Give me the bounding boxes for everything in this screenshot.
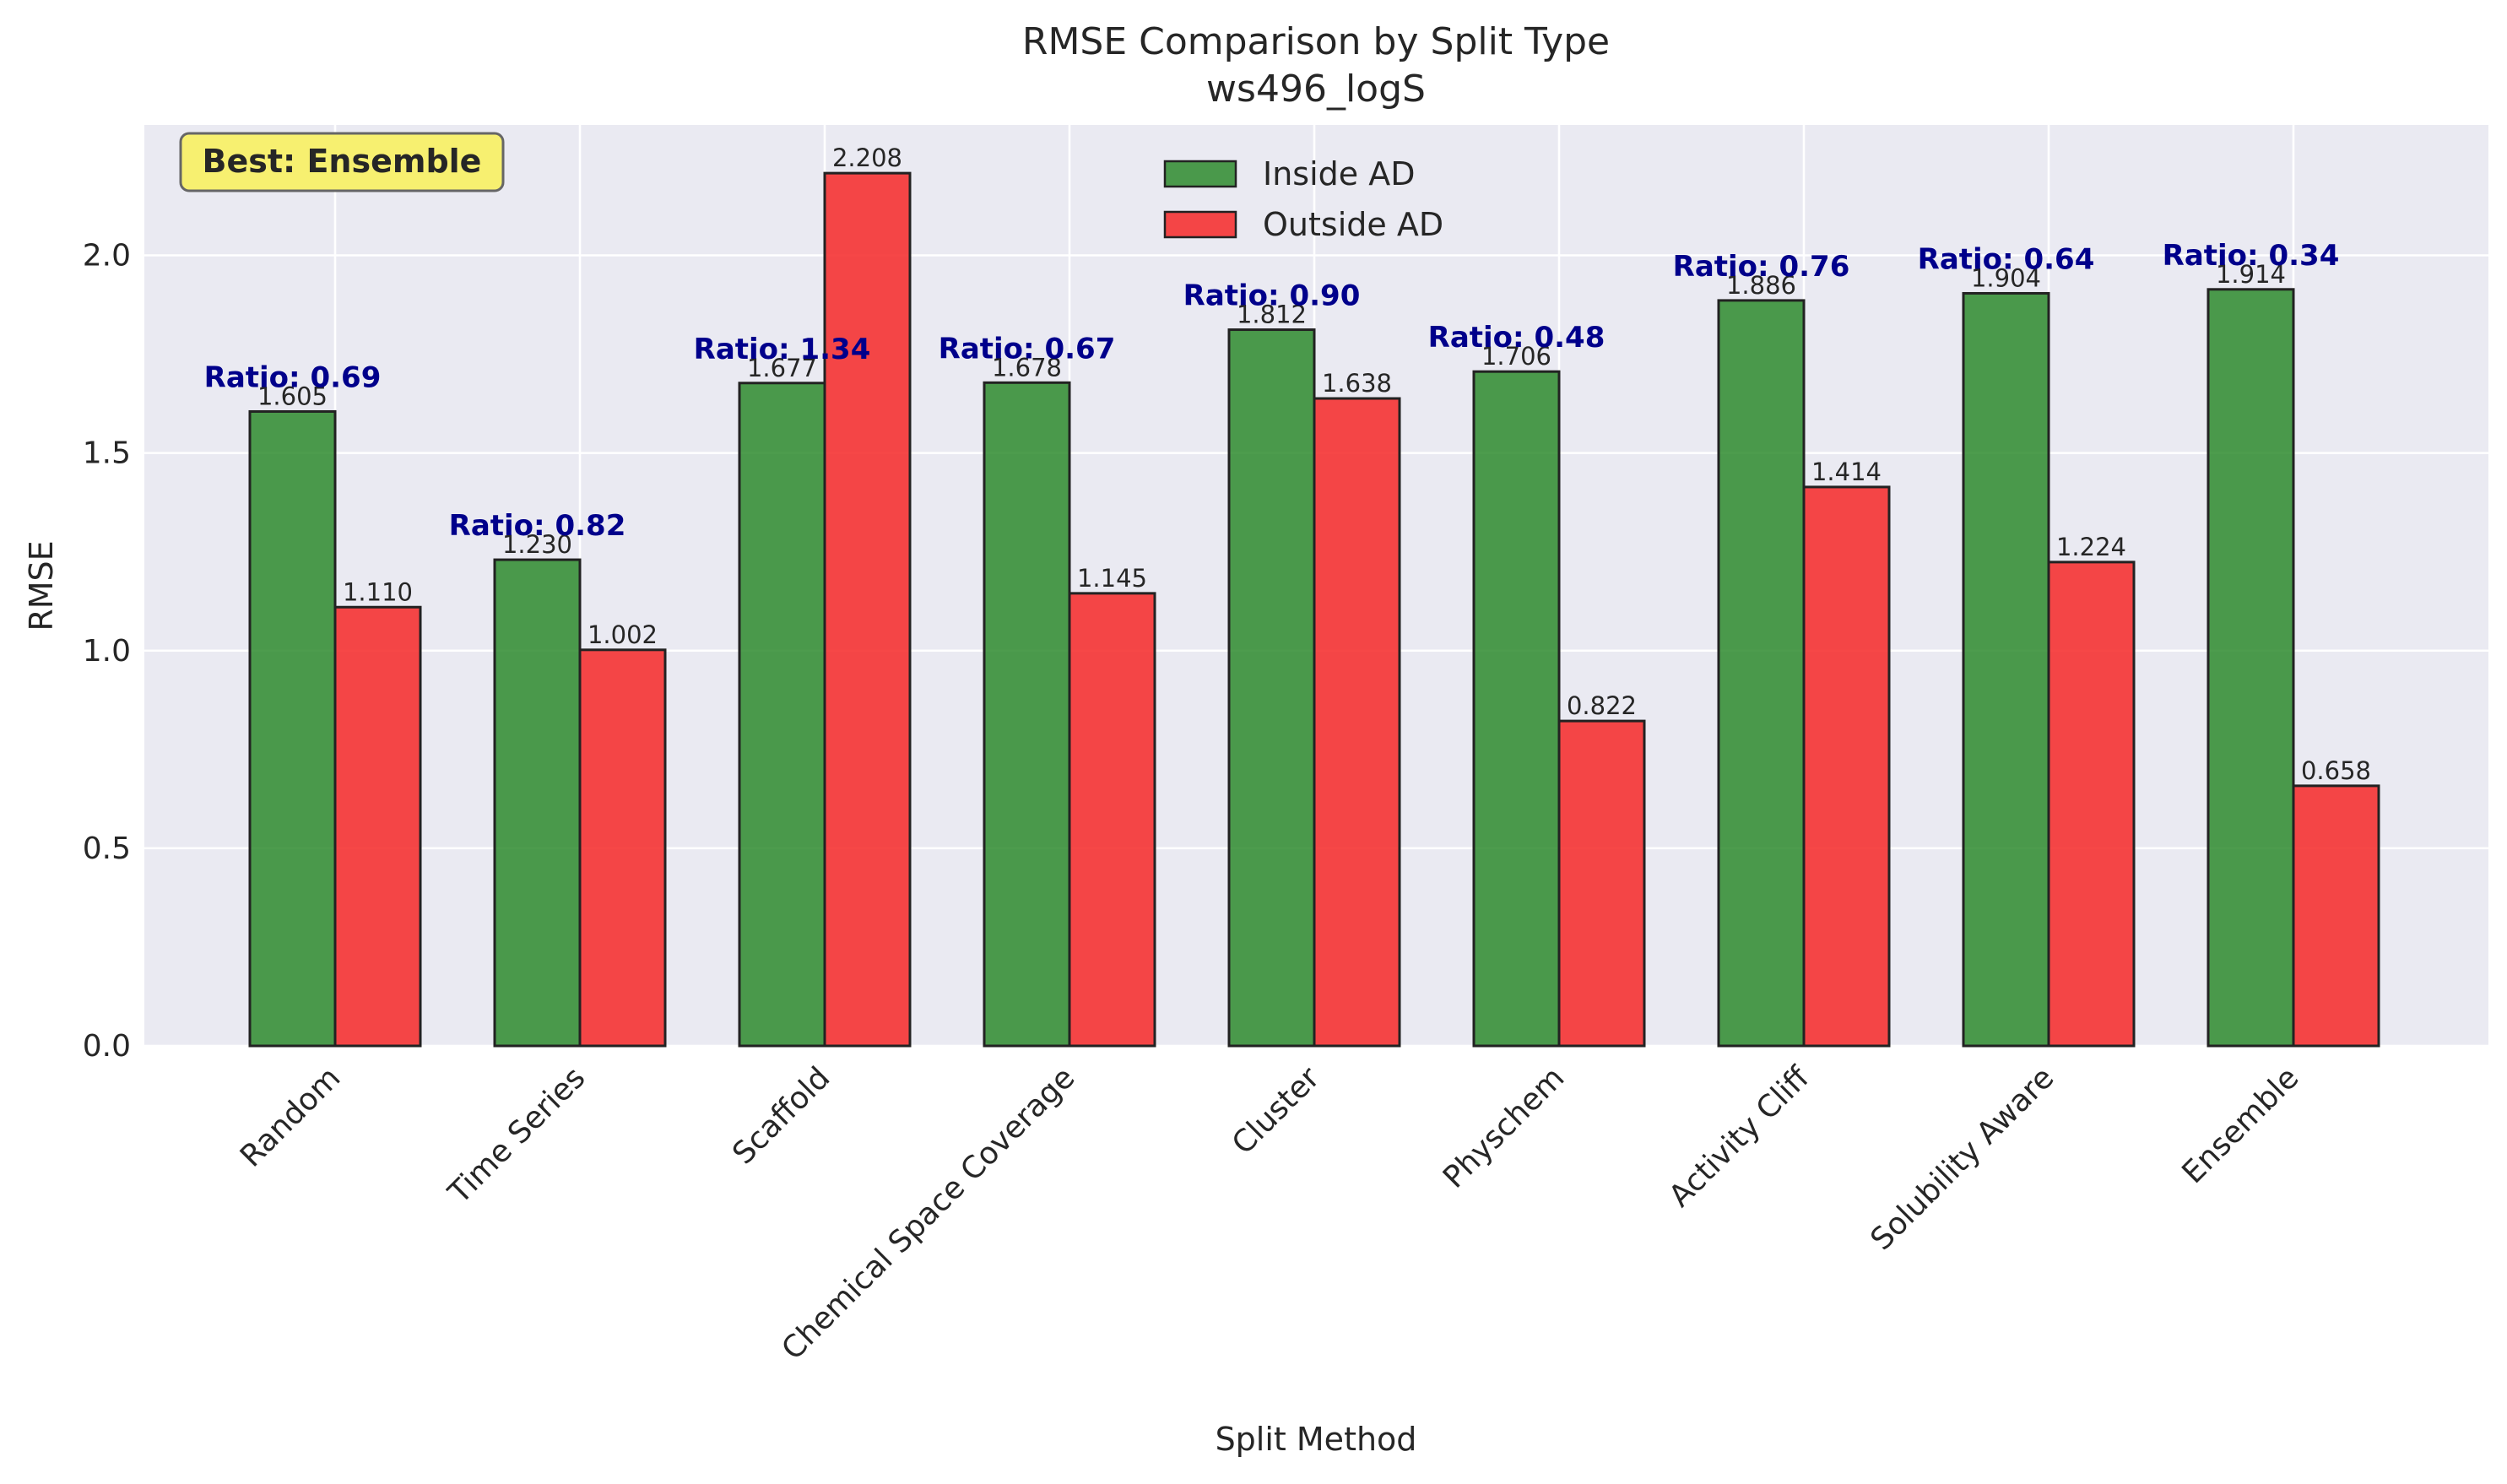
legend-label-outside-ad: Outside AD — [1263, 206, 1443, 243]
value-label: 1.706 — [1481, 342, 1551, 371]
ratio-label: Ratio: 0.76 — [1673, 250, 1850, 284]
ratio-label: Ratio: 0.34 — [2163, 239, 2340, 273]
bar-inside-ad — [1962, 291, 2050, 1048]
legend-swatch-outside-ad — [1163, 210, 1237, 239]
best-annotation-text: Best: Ensemble — [203, 143, 482, 180]
bars — [248, 171, 2380, 1048]
value-label: 1.914 — [2216, 260, 2286, 289]
legend-label-inside-ad: Inside AD — [1263, 155, 1415, 192]
y-axis-ticks: 0.0 0.5 1.0 1.5 2.0 — [83, 239, 131, 1064]
y-tick-label: 1.5 — [83, 436, 131, 471]
bar-inside-ad — [493, 558, 582, 1048]
y-tick-label: 0.5 — [83, 831, 131, 866]
value-labels: 1.605 1.230 1.677 1.678 1.812 1.706 1.886 1.904… — [204, 144, 2371, 785]
bar-outside-ad — [1802, 485, 1891, 1048]
bar-inside-ad — [1717, 299, 1806, 1048]
value-label: 1.677 — [747, 354, 817, 382]
best-annotation: Best: Ensemble — [179, 132, 505, 192]
x-tick-label: Ensemble — [2176, 1060, 2306, 1190]
bar-outside-ad — [578, 648, 667, 1048]
bar-inside-ad — [983, 381, 1071, 1048]
ratio-label: Ratio: 0.67 — [939, 332, 1116, 366]
y-axis-label: RMSE — [23, 540, 60, 631]
y-tick-label: 0.0 — [83, 1029, 131, 1064]
x-tick-label: Random — [234, 1060, 347, 1173]
ratio-label: Ratio: 0.90 — [1183, 279, 1361, 313]
x-axis-label: Split Method — [1216, 1421, 1417, 1458]
ratio-label: Ratio: 0.64 — [1918, 242, 2095, 276]
ratio-label: Ratio: 0.82 — [449, 509, 626, 543]
x-tick-label: Cluster — [1226, 1060, 1326, 1161]
bar-inside-ad — [1227, 328, 1316, 1048]
bar-outside-ad — [823, 171, 912, 1048]
chart-title: RMSE Comparison by Split Type — [1022, 20, 1610, 63]
value-label: 1.224 — [2056, 533, 2126, 561]
value-label: 1.605 — [257, 382, 328, 410]
x-tick-label: Scaffold — [726, 1060, 837, 1171]
bar-outside-ad — [1557, 719, 1646, 1048]
x-tick-label: Physchem — [1437, 1060, 1571, 1194]
ratio-label: Ratio: 0.48 — [1428, 321, 1605, 355]
ratio-label: Ratio: 0.69 — [204, 360, 382, 394]
x-tick-label: Chemical Space Coverage — [776, 1060, 1082, 1367]
x-tick-label: Time Series — [441, 1060, 592, 1210]
bar-inside-ad — [738, 382, 826, 1048]
value-label: 1.110 — [343, 577, 413, 606]
value-label: 1.904 — [1971, 263, 2041, 292]
value-label: 1.812 — [1237, 301, 1307, 329]
x-tick-label: Solubility Aware — [1865, 1060, 2061, 1257]
best-annotation-box — [179, 132, 505, 192]
value-label: 0.822 — [1567, 691, 1637, 720]
chart-subtitle: ws496_logS — [1206, 68, 1426, 111]
bar-outside-ad — [1313, 397, 1401, 1048]
bar-inside-ad — [2206, 288, 2295, 1048]
y-tick-label: 1.0 — [83, 634, 131, 669]
bar-outside-ad — [2292, 784, 2380, 1048]
legend: Inside AD Outside AD — [1163, 155, 1443, 243]
bar-inside-ad — [248, 409, 337, 1048]
value-label: 0.658 — [2301, 756, 2371, 785]
value-label: 1.414 — [1811, 458, 1882, 486]
bar-outside-ad — [333, 605, 422, 1048]
value-label: 1.886 — [1726, 271, 1796, 300]
value-label: 1.678 — [992, 353, 1062, 382]
value-label: 1.638 — [1322, 369, 1392, 398]
value-label: 1.002 — [587, 620, 658, 649]
legend-swatch-inside-ad — [1163, 160, 1237, 188]
x-tick-label: Activity Cliff — [1663, 1060, 1817, 1215]
y-tick-label: 2.0 — [83, 239, 131, 274]
bar-outside-ad — [1068, 592, 1156, 1048]
bar-inside-ad — [1472, 370, 1561, 1048]
value-label: 1.145 — [1077, 564, 1147, 593]
value-label: 1.230 — [502, 530, 572, 559]
value-label: 2.208 — [832, 144, 902, 172]
ratio-label: Ratio: 1.34 — [694, 333, 871, 366]
bar-outside-ad — [2047, 561, 2136, 1048]
